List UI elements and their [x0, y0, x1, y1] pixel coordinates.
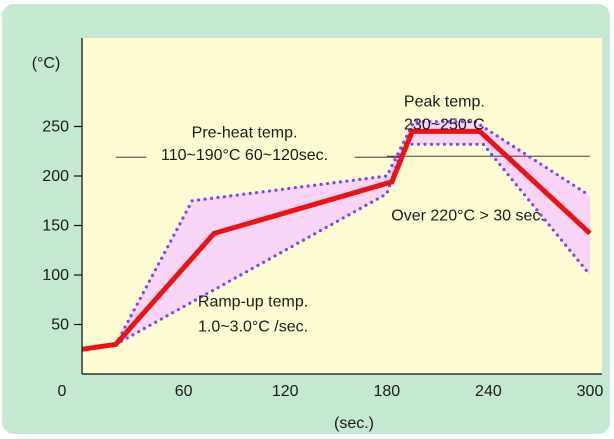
y-axis-label: (°C) [32, 55, 61, 72]
x-tick-label: 180 [373, 383, 400, 400]
annotation-preheat_title: Pre-heat temp. [192, 124, 298, 141]
annotation-peak_title: Peak temp. [404, 94, 485, 111]
tolerance-band [115, 121, 591, 345]
x-tick-label: 300 [577, 383, 604, 400]
x-tick-label: 240 [475, 383, 502, 400]
x-axis-label: (sec.) [334, 415, 374, 432]
lower-limit-line [114, 142, 592, 346]
reflow-profile-line [81, 128, 592, 352]
y-tick-label: 100 [42, 267, 69, 284]
y-tick-label: 250 [42, 119, 69, 136]
annotation-ramp_rate: 1.0~3.0°C /sec. [198, 318, 308, 335]
chart-frame: 50 100 150 200 250 0 60 120 180 240 300 (°C) (sec.… [2, 4, 610, 434]
y-tick-label: 50 [51, 317, 69, 334]
y-tick-label: 200 [42, 168, 69, 185]
annotation-preheat_range: 110~190°C 60~120sec. [161, 147, 328, 164]
x-tick-label: 120 [272, 383, 299, 400]
y-tick-label: 150 [42, 218, 69, 235]
x-tick-label: 0 [58, 383, 67, 400]
x-tick-label: 60 [175, 383, 193, 400]
annotation-over220: Over 220°C > 30 sec. [391, 208, 545, 225]
reflow-profile-chart: 50 100 150 200 250 0 60 120 180 240 300 (°C) (sec.… [32, 38, 604, 432]
upper-limit-line [114, 119, 592, 346]
annotation-ramp_title: Ramp-up temp. [198, 294, 308, 311]
annotation-peak_range: 230~250°C [404, 116, 485, 133]
